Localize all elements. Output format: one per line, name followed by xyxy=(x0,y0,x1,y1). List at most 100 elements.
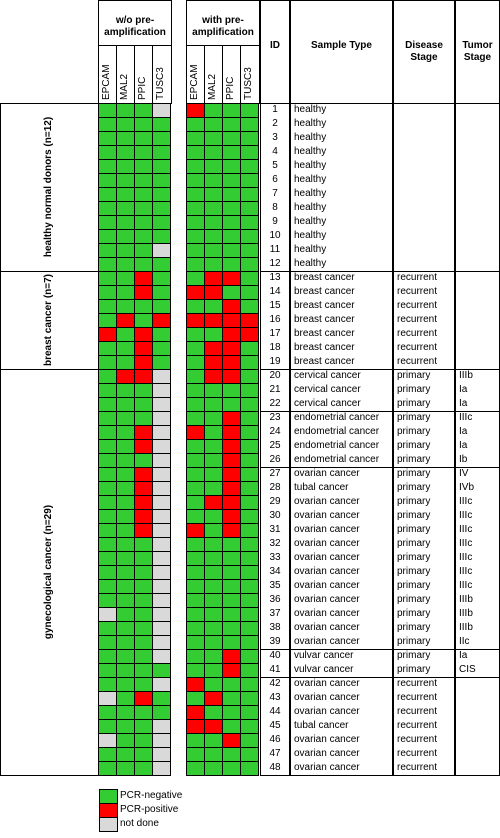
block-box xyxy=(393,103,455,272)
cell-text: healthy xyxy=(294,216,327,227)
cell-text: breast cancer xyxy=(294,286,355,297)
cell-text: endometrial cancer xyxy=(294,454,380,465)
column-header-label: Disease Stage xyxy=(405,40,443,63)
cell-text: 38 xyxy=(269,622,281,633)
cell-text: ovarian cancer xyxy=(294,496,360,507)
cell-text: breast cancer xyxy=(294,314,355,325)
cell-text: recurrent xyxy=(397,720,438,731)
cell-text: 2 xyxy=(272,118,278,129)
gene-label: EPCAM xyxy=(101,64,112,100)
cell-text: recurrent xyxy=(397,748,438,759)
cell-text: recurrent xyxy=(397,328,438,339)
block-box xyxy=(393,369,455,412)
block-box xyxy=(98,103,171,272)
block-box xyxy=(186,677,259,776)
cell-text: 25 xyxy=(269,440,281,451)
block-box xyxy=(98,271,171,370)
block-box xyxy=(455,649,500,678)
cell-text: IIIb xyxy=(459,594,473,605)
cell-text: endometrial cancer xyxy=(294,412,380,423)
cell-text: primary xyxy=(397,580,431,591)
block-box xyxy=(260,677,290,776)
legend-label: PCR-positive xyxy=(120,804,179,815)
cell-text: IIIb xyxy=(459,622,473,633)
cell-text: 14 xyxy=(269,286,281,297)
cell-text: 15 xyxy=(269,300,281,311)
block-box xyxy=(290,411,393,468)
cell-text: IIIc xyxy=(459,496,473,507)
gene-divider xyxy=(240,45,241,104)
cell-text: primary xyxy=(397,468,431,479)
cell-text: IV xyxy=(459,468,469,479)
block-box xyxy=(98,411,171,468)
cell-text: primary xyxy=(397,636,431,647)
cell-text: IIIc xyxy=(459,412,473,423)
cell-text: primary xyxy=(397,650,431,661)
cell-text: recurrent xyxy=(397,300,438,311)
cell-text: 33 xyxy=(269,552,281,563)
block-box xyxy=(455,467,500,650)
legend-label: not done xyxy=(120,818,159,829)
cell-text: healthy xyxy=(294,244,327,255)
cell-text: 39 xyxy=(269,636,281,647)
cell-text: 18 xyxy=(269,342,281,353)
cell-text: primary xyxy=(397,496,431,507)
block-box xyxy=(290,677,393,776)
cell-text: primary xyxy=(397,510,431,521)
gene-label: TUSC3 xyxy=(155,67,166,100)
gene-divider xyxy=(222,45,223,104)
cell-text: 28 xyxy=(269,482,281,493)
block-box xyxy=(290,369,393,412)
cell-text: 19 xyxy=(269,356,281,367)
block-box xyxy=(186,467,259,650)
cell-text: 29 xyxy=(269,496,281,507)
cell-text: Ia xyxy=(459,440,468,451)
cell-text: vulvar cancer xyxy=(294,650,354,661)
cell-text: 46 xyxy=(269,734,281,745)
cell-text: cervical cancer xyxy=(294,398,361,409)
cell-text: 47 xyxy=(269,748,281,759)
block-box xyxy=(186,271,259,370)
cell-text: primary xyxy=(397,566,431,577)
cell-text: 11 xyxy=(269,244,281,255)
block-box xyxy=(455,103,500,272)
cell-text: Ia xyxy=(459,398,468,409)
cell-text: breast cancer xyxy=(294,328,355,339)
cell-text: breast cancer xyxy=(294,272,355,283)
block-box xyxy=(455,369,500,412)
block-box xyxy=(393,677,455,776)
cell-text: tubal cancer xyxy=(294,720,349,731)
cell-text: ovarian cancer xyxy=(294,524,360,535)
block-box xyxy=(98,677,171,776)
block-box xyxy=(260,467,290,650)
panel-title: w/o pre-amplification xyxy=(104,15,166,38)
cell-text: 6 xyxy=(272,174,278,185)
cell-text: 5 xyxy=(272,160,278,171)
cell-text: 27 xyxy=(269,468,281,479)
cell-text: 20 xyxy=(269,370,281,381)
gene-label: EPCAM xyxy=(189,64,200,100)
cell-text: 26 xyxy=(269,454,281,465)
cell-text: 32 xyxy=(269,538,281,549)
cell-text: primary xyxy=(397,608,431,619)
cell-text: 23 xyxy=(269,412,281,423)
block-box xyxy=(260,649,290,678)
cell-text: primary xyxy=(397,538,431,549)
cell-text: endometrial cancer xyxy=(294,426,380,437)
column-header-label: ID xyxy=(270,40,280,51)
block-box xyxy=(393,467,455,650)
legend-swatch xyxy=(99,789,118,804)
gene-divider xyxy=(116,45,117,104)
block-box xyxy=(455,271,500,370)
block-box xyxy=(290,649,393,678)
block-box xyxy=(393,271,455,370)
cell-text: healthy xyxy=(294,146,327,157)
cell-text: breast cancer xyxy=(294,342,355,353)
cell-text: healthy xyxy=(294,104,327,115)
cell-text: 17 xyxy=(269,328,281,339)
gene-label: MAL2 xyxy=(119,73,130,100)
cell-text: endometrial cancer xyxy=(294,440,380,451)
cell-text: primary xyxy=(397,594,431,605)
cell-text: ovarian cancer xyxy=(294,762,360,773)
cell-text: CIS xyxy=(459,664,476,675)
